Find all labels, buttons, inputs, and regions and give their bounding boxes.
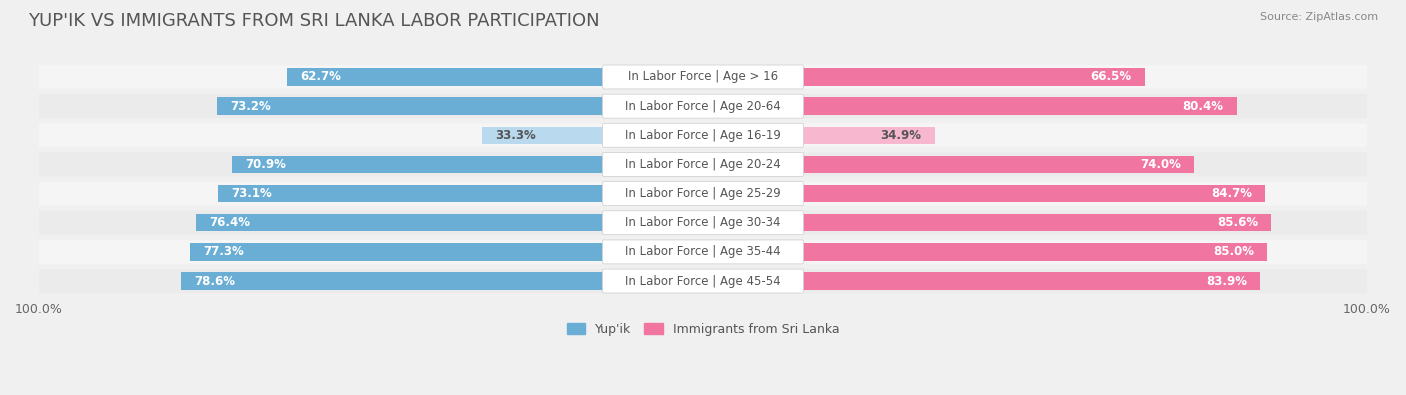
FancyBboxPatch shape — [39, 182, 1367, 205]
Bar — [703, 68, 1144, 86]
FancyBboxPatch shape — [39, 123, 1367, 147]
FancyBboxPatch shape — [39, 65, 1367, 89]
FancyBboxPatch shape — [602, 152, 804, 177]
Text: 83.9%: 83.9% — [1206, 275, 1247, 288]
FancyBboxPatch shape — [39, 211, 1367, 235]
Text: In Labor Force | Age > 16: In Labor Force | Age > 16 — [628, 70, 778, 83]
Bar — [703, 214, 1271, 231]
FancyBboxPatch shape — [602, 94, 804, 118]
Text: 62.7%: 62.7% — [299, 70, 340, 83]
Text: 33.3%: 33.3% — [495, 129, 536, 142]
Text: In Labor Force | Age 16-19: In Labor Force | Age 16-19 — [626, 129, 780, 142]
FancyBboxPatch shape — [39, 269, 1367, 293]
FancyBboxPatch shape — [602, 65, 804, 89]
Bar — [181, 272, 703, 290]
Bar — [703, 126, 935, 144]
Text: 76.4%: 76.4% — [209, 216, 250, 229]
FancyBboxPatch shape — [602, 211, 804, 235]
Text: In Labor Force | Age 20-64: In Labor Force | Age 20-64 — [626, 100, 780, 113]
Bar — [218, 185, 703, 202]
Text: In Labor Force | Age 20-24: In Labor Force | Age 20-24 — [626, 158, 780, 171]
Bar — [232, 156, 703, 173]
Bar — [703, 185, 1265, 202]
Text: 78.6%: 78.6% — [194, 275, 235, 288]
Text: In Labor Force | Age 45-54: In Labor Force | Age 45-54 — [626, 275, 780, 288]
Text: Source: ZipAtlas.com: Source: ZipAtlas.com — [1260, 12, 1378, 22]
Bar — [703, 272, 1260, 290]
FancyBboxPatch shape — [602, 182, 804, 205]
FancyBboxPatch shape — [602, 240, 804, 264]
Bar — [195, 214, 703, 231]
FancyBboxPatch shape — [39, 94, 1367, 118]
Text: 70.9%: 70.9% — [246, 158, 287, 171]
Text: In Labor Force | Age 25-29: In Labor Force | Age 25-29 — [626, 187, 780, 200]
FancyBboxPatch shape — [602, 269, 804, 293]
Bar — [703, 243, 1267, 261]
FancyBboxPatch shape — [602, 123, 804, 147]
Text: 80.4%: 80.4% — [1182, 100, 1223, 113]
FancyBboxPatch shape — [39, 240, 1367, 264]
Text: 85.0%: 85.0% — [1213, 245, 1254, 258]
Text: 66.5%: 66.5% — [1090, 70, 1132, 83]
Text: 73.2%: 73.2% — [231, 100, 271, 113]
Text: YUP'IK VS IMMIGRANTS FROM SRI LANKA LABOR PARTICIPATION: YUP'IK VS IMMIGRANTS FROM SRI LANKA LABO… — [28, 12, 600, 30]
Bar — [703, 156, 1195, 173]
Bar — [482, 126, 703, 144]
Text: In Labor Force | Age 35-44: In Labor Force | Age 35-44 — [626, 245, 780, 258]
Text: 73.1%: 73.1% — [231, 187, 271, 200]
Bar — [217, 98, 703, 115]
Text: 85.6%: 85.6% — [1218, 216, 1258, 229]
Text: 84.7%: 84.7% — [1211, 187, 1253, 200]
Text: 34.9%: 34.9% — [880, 129, 921, 142]
Bar — [287, 68, 703, 86]
FancyBboxPatch shape — [39, 152, 1367, 177]
Bar — [190, 243, 703, 261]
Text: 74.0%: 74.0% — [1140, 158, 1181, 171]
Text: In Labor Force | Age 30-34: In Labor Force | Age 30-34 — [626, 216, 780, 229]
Bar — [703, 98, 1237, 115]
Text: 77.3%: 77.3% — [202, 245, 243, 258]
Legend: Yup'ik, Immigrants from Sri Lanka: Yup'ik, Immigrants from Sri Lanka — [561, 318, 845, 341]
